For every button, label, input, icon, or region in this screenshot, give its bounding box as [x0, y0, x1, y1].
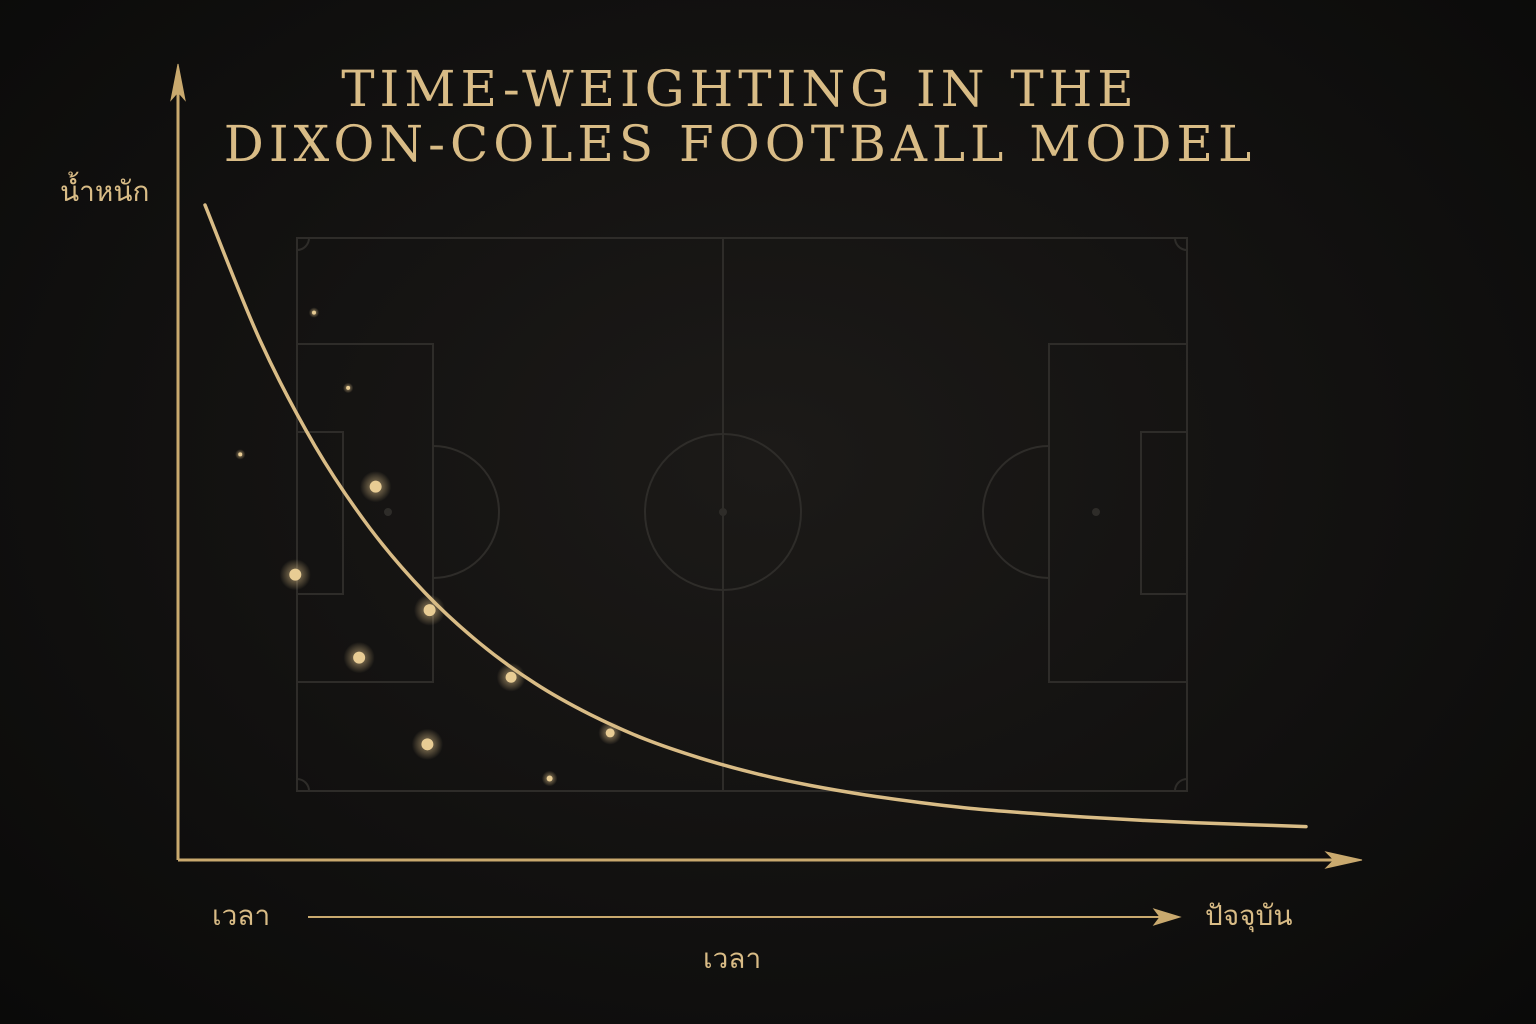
- scatter-point: [546, 775, 553, 782]
- pitch-corner-bl: [296, 778, 310, 792]
- pitch-right-penalty-box: [1048, 343, 1188, 683]
- scatter-point: [369, 480, 382, 493]
- axes: [170, 63, 1363, 926]
- scatter-point: [505, 671, 517, 683]
- scatter-point: [605, 728, 615, 738]
- series-line-decay-curve: [203, 203, 1308, 829]
- scatter-point: [346, 385, 351, 390]
- pitch-left-arc: [432, 445, 500, 579]
- y-axis-label: น้ำหนัก: [60, 175, 150, 208]
- scatter-point: [353, 651, 366, 664]
- pitch-right-goal-box: [1140, 431, 1188, 595]
- x-axis-arrowhead: [1324, 851, 1363, 869]
- x-axis-label: เวลา: [703, 942, 762, 975]
- pitch-left-penalty-box: [296, 343, 434, 683]
- scatter-point: [423, 604, 436, 617]
- pitch-center-circle: [644, 433, 802, 591]
- pitch-right-spot: [1092, 508, 1100, 516]
- scatter-point: [238, 452, 243, 457]
- pitch-corner-br: [1174, 778, 1188, 792]
- scatter-point: [289, 568, 302, 581]
- pitch-left-spot: [384, 508, 392, 516]
- pitch-background: [296, 237, 1188, 792]
- scatter-point: [311, 310, 316, 315]
- pitch-left-goal-box: [296, 431, 344, 595]
- pitch-corner-tr: [1174, 237, 1188, 251]
- y-axis-arrowhead: [170, 63, 186, 102]
- chart-title-line-2: DIXON-COLES FOOTBALL MODEL: [223, 115, 1257, 173]
- pitch-right-arc: [982, 445, 1050, 579]
- x-axis-start-label: เวลา: [212, 899, 271, 932]
- pitch-outline: [296, 237, 1188, 792]
- pitch-corner-tl: [296, 237, 310, 251]
- scatter-point: [421, 738, 434, 751]
- chart-title: TIME-WEIGHTING IN THE DIXON-COLES FOOTBA…: [190, 62, 1290, 172]
- chart-title-line-1: TIME-WEIGHTING IN THE: [341, 60, 1139, 118]
- time-arrow-head: [1152, 908, 1182, 926]
- scatter-layer: [235, 307, 622, 787]
- x-axis-end-label: ปัจจุบัน: [1205, 899, 1293, 932]
- pitch-center-spot: [719, 508, 727, 516]
